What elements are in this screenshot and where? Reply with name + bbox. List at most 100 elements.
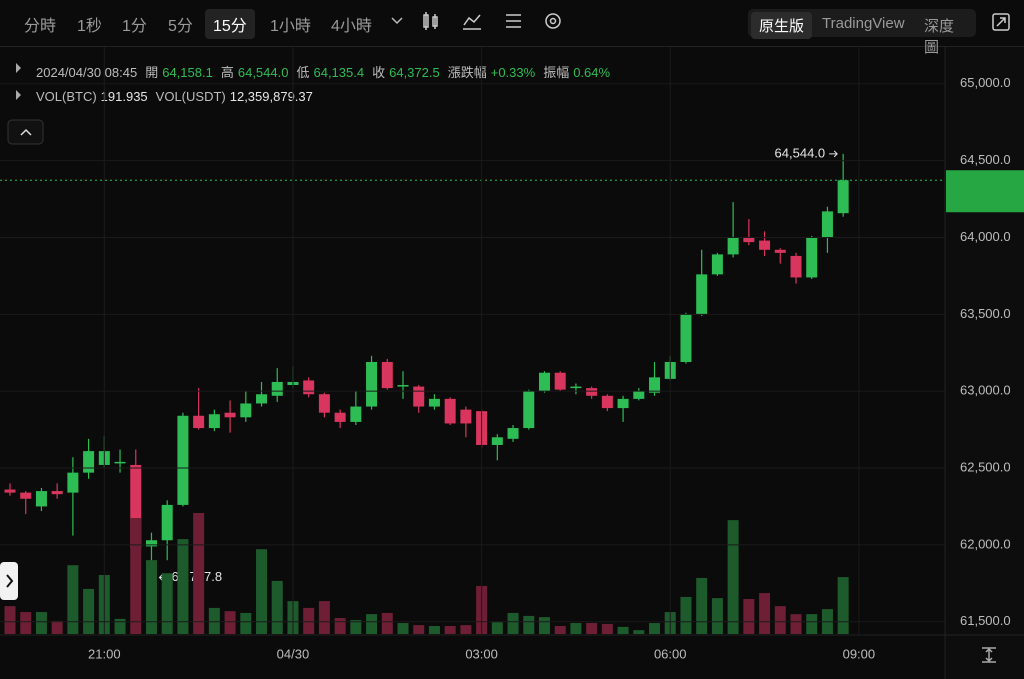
view-button[interactable]: 原生版 bbox=[751, 12, 813, 39]
volume-bar bbox=[193, 513, 205, 634]
gear-icon[interactable] bbox=[545, 13, 561, 29]
candle-body bbox=[35, 491, 47, 507]
candle-body bbox=[366, 361, 378, 407]
view-button[interactable]: TradingView bbox=[822, 15, 905, 32]
candle-body bbox=[821, 211, 833, 238]
interval-button[interactable]: 15分 bbox=[205, 9, 255, 39]
volume-bar bbox=[649, 623, 661, 634]
legend-value: 64,372.5 bbox=[389, 65, 440, 80]
view-switch: 原生版 TradingView 深度圖 bbox=[748, 9, 976, 56]
candle-body bbox=[680, 314, 692, 362]
candle-body bbox=[759, 240, 771, 250]
legend-label: 漲跌幅 bbox=[447, 65, 487, 80]
toolbar-icons bbox=[391, 12, 1010, 31]
interval-button[interactable]: 1小時 bbox=[270, 18, 311, 35]
candle-body bbox=[256, 394, 268, 404]
fullscreen-icon[interactable] bbox=[992, 13, 1010, 31]
candle-body bbox=[193, 415, 205, 429]
y-tick-label: 61,500.0 bbox=[960, 613, 1011, 628]
candle-body bbox=[538, 372, 550, 392]
legend-label: 開 bbox=[145, 65, 159, 80]
candle-body bbox=[381, 361, 393, 389]
candle-body bbox=[334, 412, 346, 422]
candle-body bbox=[617, 398, 629, 409]
volume-bar bbox=[208, 607, 220, 634]
x-tick-label: 21:00 bbox=[88, 646, 121, 661]
toolbar: 原生版 TradingView 深度圖 分時 1秒 1分 5分 15分 1小時 4小時 bbox=[0, 0, 1024, 56]
volume-bar bbox=[161, 573, 173, 634]
interval-button[interactable]: 1秒 bbox=[77, 18, 102, 35]
volume-bar bbox=[696, 577, 708, 634]
interval-button[interactable]: 1分 bbox=[122, 18, 147, 35]
price-tag bbox=[946, 170, 1024, 213]
side-tab[interactable] bbox=[0, 562, 18, 600]
volume-bar bbox=[224, 611, 236, 634]
legend-label: 高 bbox=[220, 65, 234, 80]
volume-bar bbox=[287, 601, 299, 634]
legend-toggle[interactable] bbox=[16, 63, 21, 73]
interval-button[interactable]: 5分 bbox=[168, 18, 193, 35]
candle-body bbox=[51, 491, 63, 495]
candle-icon[interactable] bbox=[423, 12, 438, 30]
candle-body bbox=[476, 411, 488, 445]
interval-button[interactable]: 4小時 bbox=[331, 18, 372, 35]
candle-body bbox=[586, 388, 598, 396]
candle-body bbox=[4, 489, 16, 493]
x-tick-label: 03:00 bbox=[465, 646, 498, 661]
volume-bar bbox=[680, 596, 692, 634]
candle-body bbox=[601, 395, 613, 409]
interval-button[interactable]: 分時 bbox=[24, 18, 57, 35]
volume-bar bbox=[790, 614, 802, 634]
settings-list-icon[interactable] bbox=[506, 14, 521, 28]
candle-body bbox=[428, 398, 440, 407]
volume-bar bbox=[114, 618, 126, 634]
collapse-button[interactable] bbox=[7, 119, 44, 145]
candle-body bbox=[83, 451, 95, 473]
legend-value: 64,135.4 bbox=[313, 65, 365, 80]
candle-body bbox=[460, 409, 472, 424]
low-arrow bbox=[158, 574, 168, 581]
volume-bar bbox=[664, 612, 676, 634]
legend-value: 64,544.0 bbox=[237, 65, 289, 80]
x-tick-label: 06:00 bbox=[654, 646, 687, 661]
volume-bar bbox=[366, 614, 378, 634]
candle-body bbox=[633, 391, 645, 399]
axis-scale-icon[interactable] bbox=[982, 647, 996, 663]
y-tick-label: 63,500.0 bbox=[960, 306, 1011, 321]
volume-bar bbox=[743, 599, 755, 634]
view-button[interactable]: 深度圖 bbox=[924, 18, 955, 56]
legend-toggle[interactable] bbox=[16, 90, 21, 100]
volume-bar bbox=[318, 601, 330, 634]
legend-value: 0.64% bbox=[573, 65, 611, 80]
chevron[interactable] bbox=[391, 17, 403, 25]
candle-body bbox=[413, 386, 425, 407]
volume-bar bbox=[617, 626, 629, 634]
volume-bar bbox=[476, 585, 488, 634]
volume-bar bbox=[67, 565, 79, 634]
indicator-icon[interactable] bbox=[463, 14, 481, 30]
legend-label: VOL(BTC) bbox=[36, 89, 97, 104]
candle-body bbox=[491, 437, 503, 445]
volume-bar bbox=[538, 617, 550, 634]
volume-bar bbox=[523, 615, 535, 634]
candle-body bbox=[161, 504, 173, 541]
x-tick-label: 09:00 bbox=[843, 646, 876, 661]
candle-body bbox=[145, 540, 157, 547]
price-tag-countdown: 09:04 bbox=[960, 191, 993, 206]
candle-body bbox=[114, 461, 126, 464]
candle-body bbox=[664, 361, 676, 379]
legend-value: 191.935 bbox=[100, 89, 148, 104]
candle-body bbox=[350, 406, 362, 422]
y-tick-label: 65,000.0 bbox=[960, 75, 1011, 90]
volume-bar bbox=[177, 539, 189, 634]
volume-bar bbox=[256, 549, 268, 634]
candle-body bbox=[208, 414, 220, 429]
volume-bar bbox=[51, 620, 63, 634]
side-tab-icon bbox=[6, 574, 14, 588]
volume-bar bbox=[837, 577, 849, 634]
y-tick-label: 64,500.0 bbox=[960, 152, 1011, 167]
candle-body bbox=[743, 237, 755, 243]
volume-bar bbox=[98, 574, 110, 634]
high-arrow bbox=[829, 150, 838, 158]
